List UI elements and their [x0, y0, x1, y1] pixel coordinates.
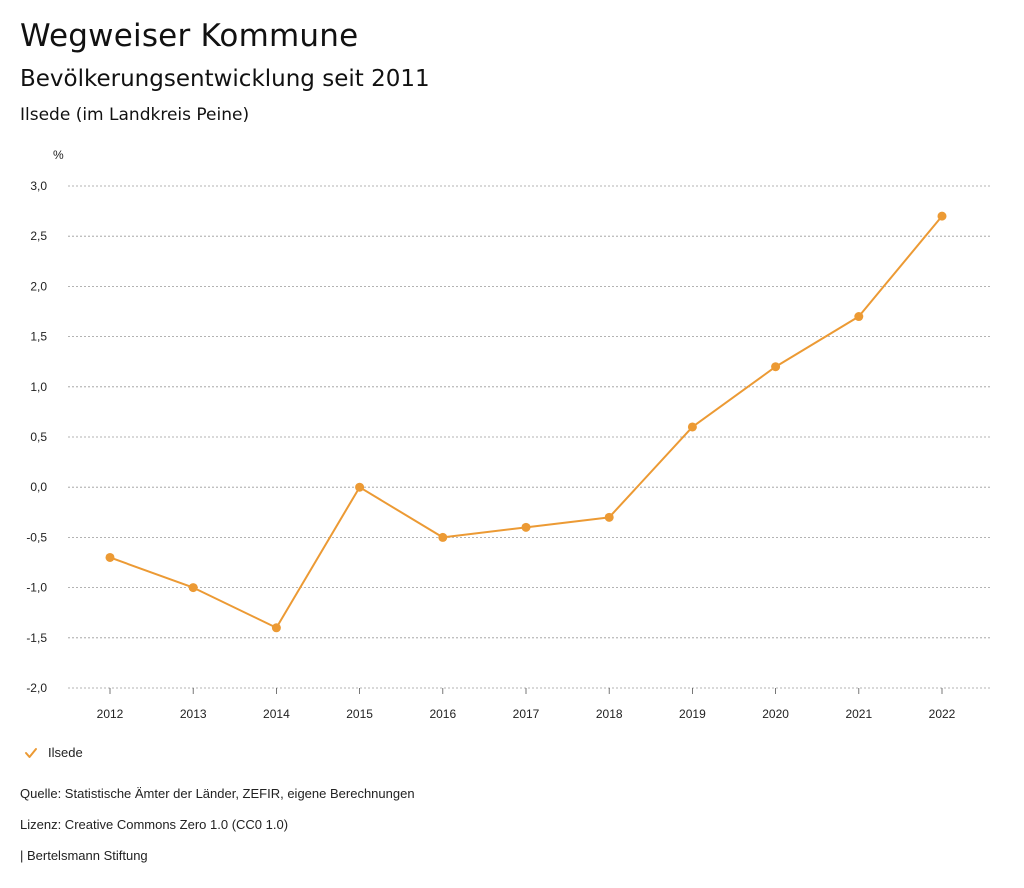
x-tick-label: 2014: [263, 707, 290, 721]
publisher-note: | Bertelsmann Stiftung: [20, 848, 148, 863]
region-label: Ilsede (im Landkreis Peine): [20, 105, 250, 125]
y-tick-label: 0,0: [30, 480, 47, 494]
x-tick-label: 2013: [180, 707, 207, 721]
legend-label: Ilsede: [48, 745, 83, 760]
license-note: Lizenz: Creative Commons Zero 1.0 (CC0 1…: [20, 817, 289, 832]
y-tick-label: -1,0: [26, 581, 47, 595]
gridlines: [68, 185, 990, 689]
y-tick-label: 2,0: [30, 279, 47, 293]
y-axis-unit-label: %: [53, 148, 64, 162]
data-point[interactable]: [854, 312, 864, 322]
data-point[interactable]: [188, 583, 198, 593]
y-tick-label: -1,5: [26, 631, 47, 645]
x-tick-label: 2017: [513, 707, 540, 721]
x-tick-label: 2016: [429, 707, 456, 721]
x-tick-label: 2022: [929, 707, 956, 721]
x-tick-label: 2012: [97, 707, 124, 721]
data-point[interactable]: [687, 422, 697, 432]
check-icon[interactable]: [24, 746, 38, 760]
data-point[interactable]: [521, 522, 531, 532]
y-tick-label: 0,5: [30, 430, 47, 444]
x-tick-label: 2019: [679, 707, 706, 721]
x-tick-label: 2018: [596, 707, 623, 721]
y-tick-label: 1,5: [30, 330, 47, 344]
y-tick-label: -0,5: [26, 530, 47, 544]
data-point[interactable]: [937, 211, 947, 221]
data-point[interactable]: [105, 552, 115, 562]
chart-subtitle: Bevölkerungsentwicklung seit 2011: [20, 66, 430, 92]
x-tick-label: 2020: [762, 707, 789, 721]
series-line: [109, 215, 943, 629]
legend: Ilsede: [24, 745, 83, 760]
x-axis-ticks: 2012 2013 2014 2015 2016 2017 2018 2019 2020 2021…: [97, 688, 956, 721]
x-tick-label: 2015: [346, 707, 373, 721]
data-point[interactable]: [271, 623, 281, 633]
data-point[interactable]: [604, 512, 614, 522]
data-point[interactable]: [771, 362, 781, 372]
y-tick-label: 2,5: [30, 229, 47, 243]
line-chart: % 3,02,52,01,51,00,50,0-0,5-1,0-1,5-2,0 …: [26, 148, 990, 721]
series-ilsede: [105, 211, 947, 633]
data-point[interactable]: [355, 482, 365, 492]
y-tick-label: -2,0: [26, 681, 47, 695]
y-tick-label: 3,0: [30, 179, 47, 193]
x-tick-label: 2021: [845, 707, 872, 721]
y-axis-ticks: 3,0 2,5 2,0 1,5 1,0 0,5 0,0 -0,5 -1,0 -1,5 -2,0: [26, 179, 47, 695]
source-note: Quelle: Statistische Ämter der Länder, Z…: [20, 786, 415, 801]
y-tick-label: 1,0: [30, 380, 47, 394]
data-point[interactable]: [438, 532, 448, 542]
chart-title: Wegweiser Kommune: [20, 18, 359, 54]
